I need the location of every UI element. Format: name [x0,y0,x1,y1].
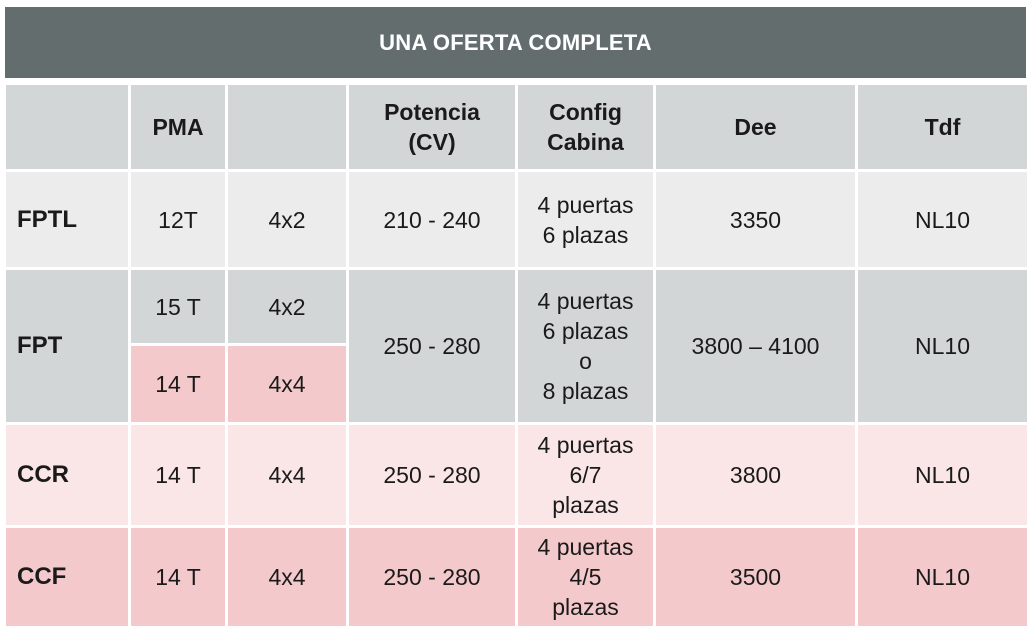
config-line: 6 plazas [542,318,629,344]
config-line: 4 puertas [537,432,634,458]
header-tdf: Tdf [858,85,1027,169]
config-line: 4 puertas [537,288,634,314]
config-line: 8 plazas [542,378,629,404]
cell-pma: 14 T [131,528,225,626]
header-config: Config Cabina [518,85,653,169]
cell-traction: 4x4 [228,528,346,626]
cell-config: 4 puertas 6 plazas o 8 plazas [518,270,653,422]
cell-traction: 4x4 [228,425,346,525]
cell-tdf: NL10 [858,425,1027,525]
cell-dee: 3800 – 4100 [656,270,855,422]
header-row: PMA Potencia (CV) Config Cabina Dee Tdf [6,85,1027,169]
config-line: 6/7 [569,462,602,488]
config-line: 4 puertas [537,534,634,560]
header-config-line2: Cabina [547,129,624,155]
config-line: plazas [552,492,619,518]
row-name: FPTL [6,172,128,267]
config-line: 4 puertas [537,191,634,218]
page-title: UNA OFERTA COMPLETA [5,7,1026,78]
header-pma: PMA [131,85,225,169]
table-row-fptl: FPTL 12T 4x2 210 - 240 4 puertas 6 plaza… [6,172,1027,267]
header-traction [228,85,346,169]
cell-config: 4 puertas 6 plazas [518,172,653,267]
offer-table: PMA Potencia (CV) Config Cabina Dee Tdf … [3,82,1030,629]
row-name: FPT [6,270,128,422]
table-row-ccr: CCR 14 T 4x4 250 - 280 4 puertas 6/7 pla… [6,425,1027,525]
cell-tdf: NL10 [858,172,1027,267]
config-line: 6 plazas [542,221,629,248]
cell-tdf: NL10 [858,528,1027,626]
cell-config: 4 puertas 4/5 plazas [518,528,653,626]
cell-potencia: 250 - 280 [349,528,515,626]
cell-traction: 4x2 [228,270,346,343]
cell-pma: 14 T [131,425,225,525]
cell-potencia: 210 - 240 [349,172,515,267]
header-blank [6,85,128,169]
cell-pma: 15 T [131,270,225,343]
cell-dee: 3500 [656,528,855,626]
header-config-line1: Config [549,99,622,125]
header-potencia-line2: (CV) [408,129,456,155]
cell-config: 4 puertas 6/7 plazas [518,425,653,525]
header-potencia-line1: Potencia [384,99,480,125]
cell-potencia: 250 - 280 [349,425,515,525]
config-line: 4/5 [569,564,602,590]
header-dee: Dee [656,85,855,169]
config-line: plazas [552,594,619,620]
cell-pma: 12T [131,172,225,267]
cell-pma: 14 T [131,346,225,422]
row-name: CCR [6,425,128,525]
table-row-fpt-sub: 14 T 4x4 [6,346,1027,422]
cell-potencia: 250 - 280 [349,270,515,422]
row-name: CCF [6,528,128,626]
header-potencia: Potencia (CV) [349,85,515,169]
cell-dee: 3350 [656,172,855,267]
cell-traction: 4x4 [228,346,346,422]
table-row-fpt: FPT 15 T 4x2 250 - 280 4 puertas 6 plaza… [6,270,1027,422]
cell-traction: 4x2 [228,172,346,267]
table-row-ccf: CCF 14 T 4x4 250 - 280 4 puertas 4/5 pla… [6,528,1027,626]
cell-dee: 3800 [656,425,855,525]
config-line: o [579,348,592,374]
cell-tdf: NL10 [858,270,1027,422]
